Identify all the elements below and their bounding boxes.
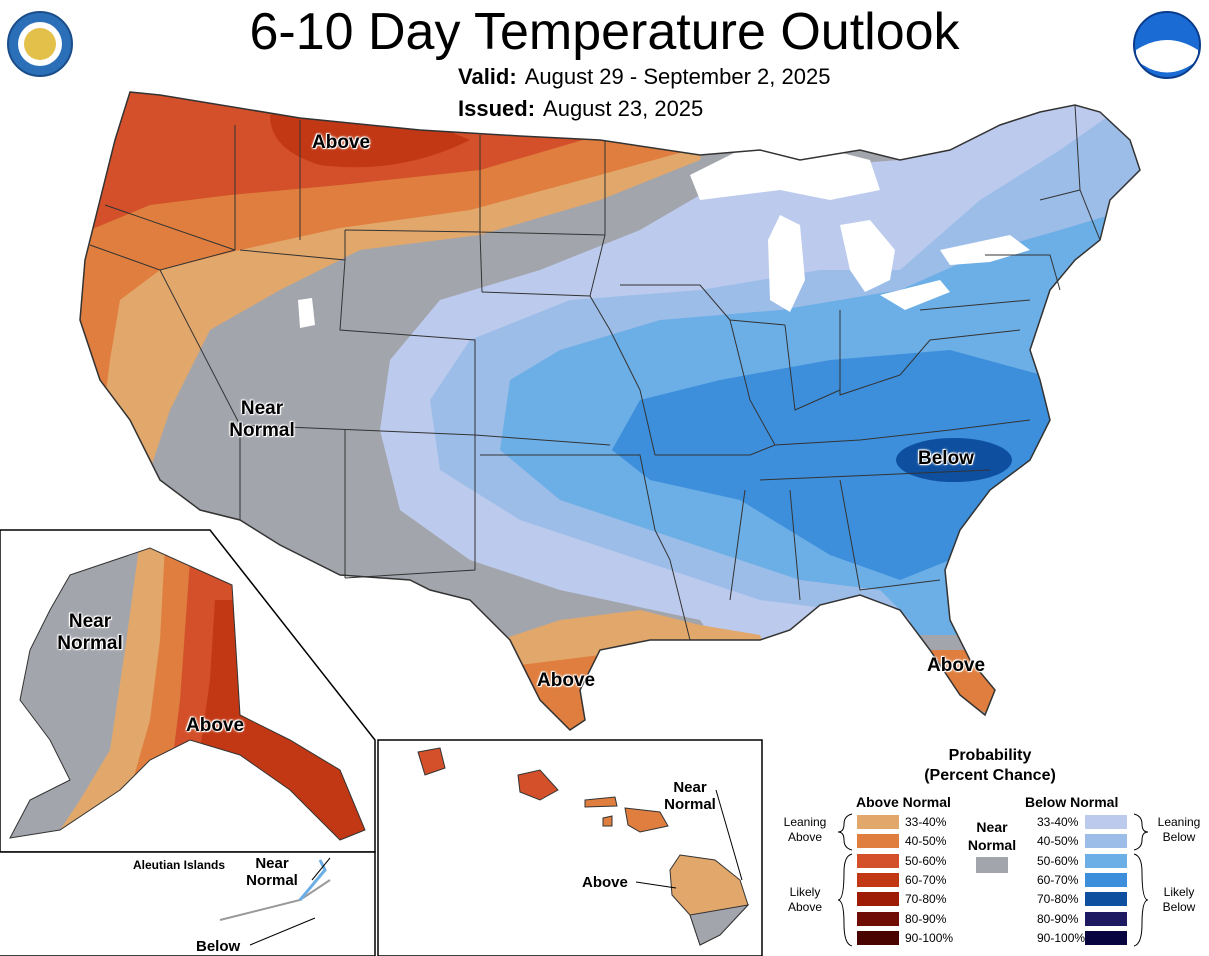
legend-leaning-above: Leaning Above [783, 815, 827, 844]
legend-likely-below: Likely Below [1162, 885, 1196, 914]
legend-above-swatch-0 [857, 815, 899, 829]
legend-below-range-6: 90-100% [1037, 930, 1086, 945]
legend-above-range-6: 90-100% [905, 930, 954, 945]
legend-above-swatch-6 [857, 930, 899, 945]
legend-below-swatch-5 [1085, 911, 1127, 926]
issued-date: Issued: August 23, 2025 [458, 96, 704, 121]
legend-below-range-3: 60-70% [1037, 872, 1079, 887]
legend-above-swatch-2 [857, 853, 899, 868]
label-ak-above: Above [186, 715, 245, 736]
legend-above-range-5: 80-90% [905, 911, 947, 926]
legend-above-head: Above Normal [856, 794, 951, 810]
legend-below-swatch-6 [1085, 930, 1127, 945]
label-aleutian-near-normal: Near Normal [246, 855, 298, 889]
legend-title: Probability (Percent Chance) [924, 747, 1056, 784]
state-borders [89, 104, 1101, 641]
legend-below-swatch-3 [1085, 872, 1127, 887]
legend-below-range-1: 40-50% [1037, 834, 1079, 849]
noaa-logo-icon [1133, 11, 1201, 79]
legend-below-braces [1133, 813, 1149, 947]
page-title: 6-10 Day Temperature Outlook [249, 3, 960, 61]
legend-likely-above: Likely Above [787, 885, 823, 914]
valid-dates: Valid: August 29 - September 2, 2025 [458, 64, 831, 89]
legend-above-swatch-4 [857, 892, 899, 907]
label-ak-near-normal: Near Normal [57, 611, 123, 654]
legend-above-range-4: 70-80% [905, 892, 947, 907]
legend-below-swatch-0 [1085, 815, 1127, 829]
legend-above-braces [837, 813, 853, 947]
label-aleutian-islands: Aleutian Islands [133, 858, 226, 872]
legend-above-swatch-3 [857, 872, 899, 887]
label-above-fl: Above [927, 655, 986, 676]
legend-below-range-0: 33-40% [1037, 815, 1079, 829]
label-above-nw: Above [312, 132, 371, 153]
hawaii-inset [377, 739, 763, 956]
label-hi-above: Above [582, 874, 628, 891]
legend-above-range-2: 50-60% [905, 853, 947, 868]
legend-near-swatch [976, 857, 1008, 873]
alaska-inset [0, 529, 376, 956]
legend-leaning-below: Leaning Below [1157, 815, 1201, 844]
label-near-normal-west: Near Normal [229, 398, 295, 441]
legend-above-range-1: 40-50% [905, 834, 947, 849]
legend-below-swatch-1 [1085, 834, 1127, 849]
label-aleutian-below: Below [196, 938, 241, 955]
label-below-se: Below [918, 448, 974, 469]
legend-below-range-2: 50-60% [1037, 853, 1079, 868]
legend-below-swatch-2 [1085, 853, 1127, 868]
legend-below-range-5: 80-90% [1037, 911, 1079, 926]
legend-below-head: Below Normal [1025, 794, 1119, 810]
label-hi-near-normal: Near Normal [664, 779, 716, 813]
label-above-tx: Above [537, 670, 596, 691]
legend-above-range-3: 60-70% [905, 872, 947, 887]
legend-near-normal: Near Normal [967, 819, 1017, 853]
legend-above-swatch-5 [857, 911, 899, 926]
legend-above-range-0: 33-40% [905, 815, 947, 829]
legend-below-swatch-4 [1085, 892, 1127, 907]
commerce-seal-icon [7, 11, 73, 77]
legend-below-range-4: 70-80% [1037, 892, 1079, 907]
legend-above-swatch-1 [857, 834, 899, 849]
